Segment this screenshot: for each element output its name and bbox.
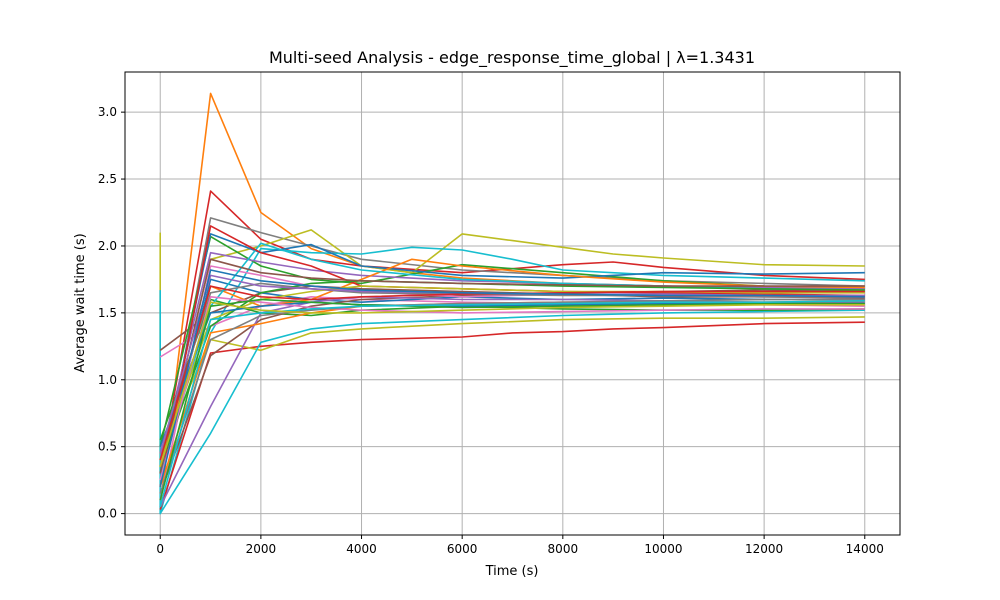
x-tick-label: 6000 [447,542,478,556]
series-line-18 [159,265,865,501]
series-line-10 [159,309,865,515]
x-tick-label: 12000 [745,542,783,556]
y-tick-label: 3.0 [98,105,117,119]
y-tick-label: 1.0 [98,373,117,387]
series-line-17 [159,289,865,494]
y-axis: 0.0 0.5 1.0 1.5 2.0 2.5 3.0 [98,105,125,521]
plot-frame [124,71,901,536]
y-tick-label: 0.5 [98,440,117,454]
series-line-15 [159,298,865,441]
series-line-2 [159,190,865,474]
series-line-27 [159,258,865,474]
series-line-16 [159,278,865,481]
series-line-33 [159,285,865,461]
x-axis-label: Time (s) [485,564,539,579]
y-tick-label: 1.5 [98,306,117,320]
x-axis: 0 2000 4000 6000 8000 10000 12000 14000 [156,535,884,556]
chart-title: Multi-seed Analysis - edge_response_time… [269,48,755,68]
series-line-14 [159,258,865,468]
series-line-35 [159,301,865,468]
series-line-4 [159,229,865,475]
x-tick-label: 14000 [846,542,884,556]
y-tick-label: 0.0 [98,507,117,521]
x-tick-label: 10000 [644,542,682,556]
x-tick-label: 2000 [246,542,277,556]
series-line-12 [159,233,865,474]
x-tick-label: 8000 [548,542,579,556]
series-layer [159,92,865,515]
y-axis-label: Average wait time (s) [73,233,88,372]
series-line-31 [159,298,865,501]
x-tick-label: 0 [156,542,164,556]
series-line-3 [159,217,865,487]
series-line-34 [159,269,865,487]
y-tick-label: 2.5 [98,172,117,186]
series-line-8 [159,321,865,510]
series-line-20 [159,295,865,508]
series-line-9 [159,316,865,454]
series-line-25 [159,300,865,488]
x-tick-label: 4000 [346,542,377,556]
series-line-32 [159,300,865,508]
series-line-30 [159,298,865,494]
y-tick-label: 2.0 [98,239,117,253]
